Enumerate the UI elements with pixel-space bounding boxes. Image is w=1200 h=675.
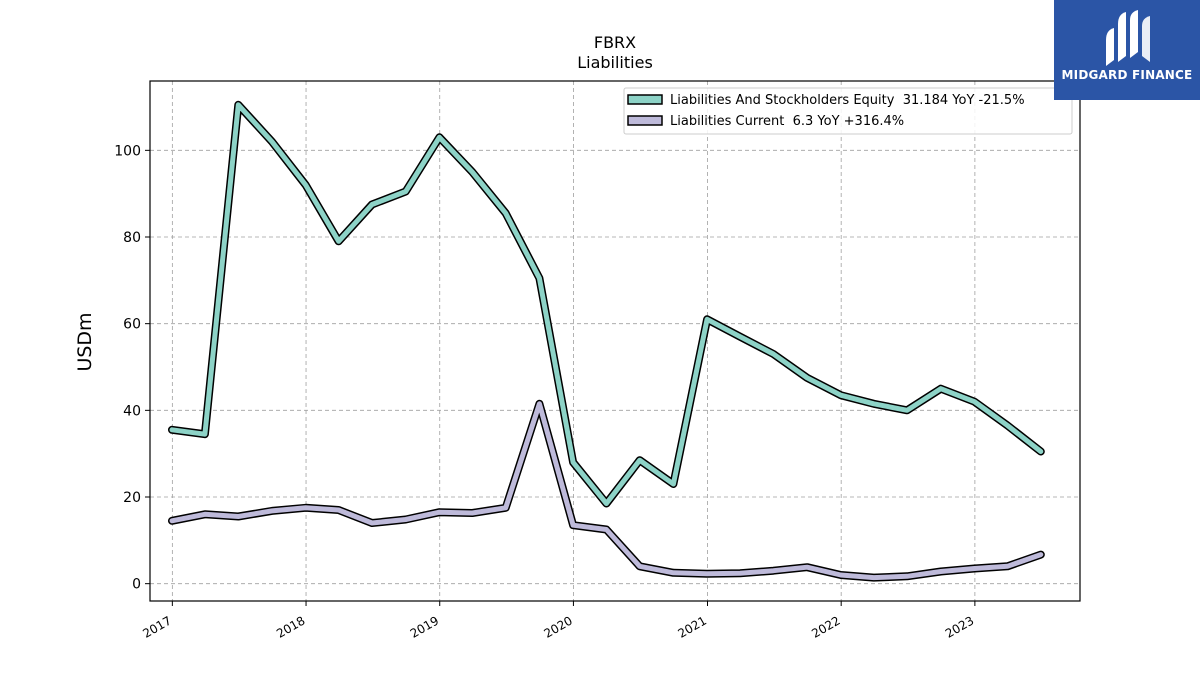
y-tick-label: 40 <box>123 403 141 419</box>
series-outline-1 <box>168 399 1045 582</box>
y-axis-label: USDm <box>74 312 96 371</box>
chart-subtitle: Liabilities <box>577 53 653 72</box>
series-line-0 <box>169 102 1044 506</box>
legend-label-current: Liabilities Current 6.3 YoY +316.4% <box>670 114 904 129</box>
x-tick-label: 2021 <box>676 613 709 640</box>
legend: Liabilities And Stockholders Equity 31.1… <box>623 87 1073 135</box>
plot-frame <box>149 80 1081 602</box>
series-line-1 <box>169 401 1044 581</box>
y-tick-label: 20 <box>123 490 141 506</box>
x-tick-label: 2023 <box>943 613 976 640</box>
y-tick-label: 80 <box>123 230 141 246</box>
x-tick-label: 2018 <box>274 613 307 640</box>
y-tick-label: 60 <box>123 317 141 333</box>
legend-box <box>623 87 1073 135</box>
x-tick-label: 2022 <box>809 613 842 640</box>
logo-text: MIDGARD FINANCE <box>1061 68 1193 82</box>
midgard-logo-icon <box>1106 10 1150 66</box>
y-tick-label: 0 <box>132 577 141 593</box>
y-tick-label: 100 <box>114 143 141 159</box>
series-layer <box>168 100 1045 582</box>
x-tick-label: 2020 <box>541 613 574 640</box>
y-ticks: 0 20 40 60 80 100 <box>114 143 150 593</box>
chart-title: FBRX <box>594 33 636 52</box>
series-outline-0 <box>168 100 1045 508</box>
midgard-finance-logo: MIDGARD FINANCE <box>1054 0 1200 100</box>
x-tick-label: 2017 <box>140 613 173 640</box>
legend-swatch-equity <box>627 94 663 105</box>
x-ticks: 2017 2018 2019 2020 2021 2022 2023 <box>140 601 976 641</box>
legend-label-equity: Liabilities And Stockholders Equity 31.1… <box>670 93 1025 108</box>
legend-swatch-current <box>627 115 663 126</box>
x-tick-label: 2019 <box>408 613 441 640</box>
